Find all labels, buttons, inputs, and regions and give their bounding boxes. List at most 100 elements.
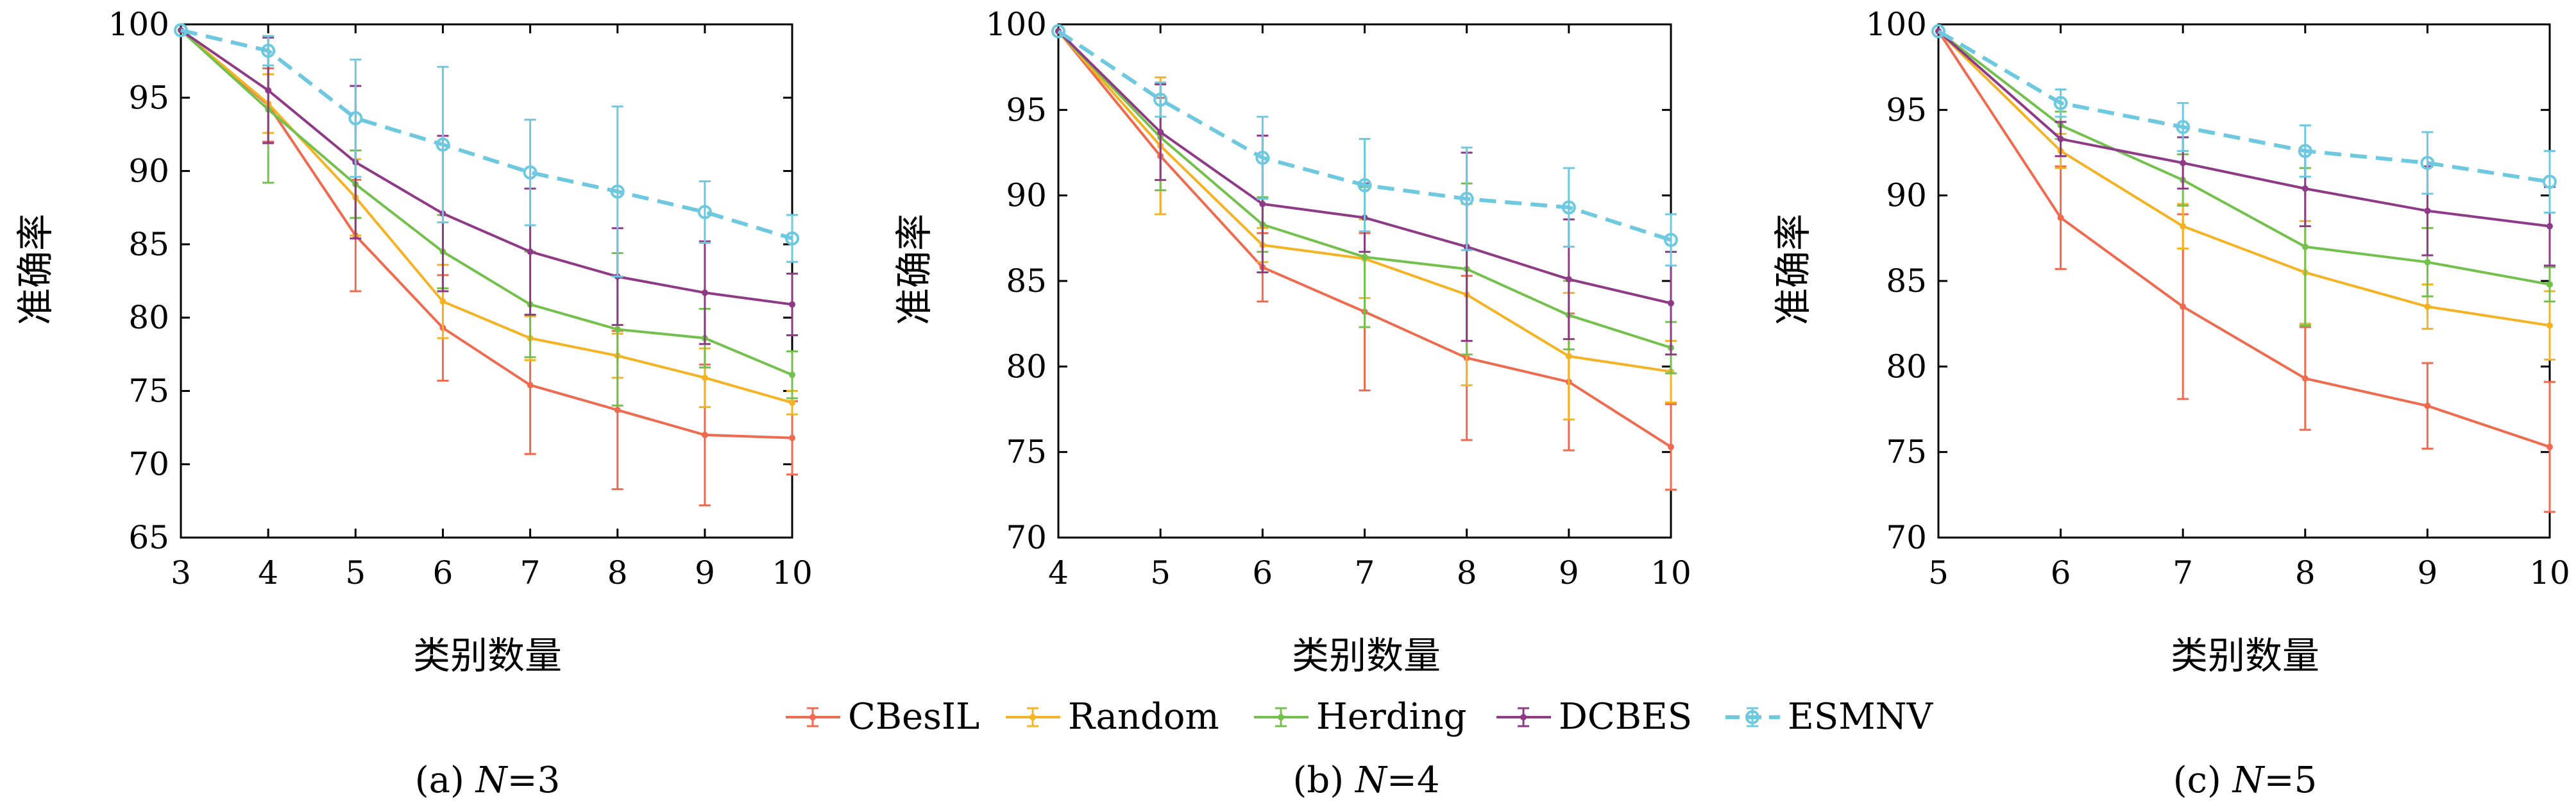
panel-a-ytick-label-90: 90	[128, 153, 169, 190]
panel-c-ytick-label-80: 80	[1886, 348, 1927, 385]
panel-b-series-esmnv	[1051, 24, 1678, 267]
panel-a-series-esmnv-point-3	[174, 23, 188, 38]
panel-a-series-cbesil-point-9	[701, 432, 708, 438]
panel-c-series-dcbes-point-6	[2057, 135, 2064, 142]
legend-swatch-dcbes	[1496, 707, 1551, 727]
panel-a-plot: 65 70 75 80 85 90 95 100 3 4 5 6 7 8 9 10	[108, 6, 813, 591]
legend-entry-cbesil: CBesIL	[786, 696, 979, 738]
panel-b-xtick-label-4: 4	[1048, 554, 1069, 591]
panel-c-xtick-label-8: 8	[2295, 554, 2316, 591]
panel-c-xtick-label-5: 5	[1928, 554, 1949, 591]
panel-a-caption-var: N	[475, 760, 509, 801]
panel-b-series-esmnv-errorbar-10	[1665, 213, 1677, 267]
legend-swatch-cbesil-marker	[809, 714, 816, 720]
panel-b-series-dcbes-point-6	[1259, 201, 1266, 207]
panel-a-axes-frame	[180, 23, 793, 539]
panel-b-series-esmnv-point-6	[1255, 151, 1270, 165]
panel-b-caption-prefix: (b)	[1293, 760, 1355, 801]
panel-c-ytick-label-75: 75	[1886, 434, 1927, 471]
legend-label-herding: Herding	[1316, 696, 1466, 738]
panel-c-series-dcbes-point-8	[2301, 185, 2309, 192]
panel-b-series-random	[1055, 28, 1677, 421]
legend-label-random: Random	[1068, 696, 1219, 738]
panel-a-series-dcbes-line	[180, 29, 793, 306]
legend-swatch-random-marker	[1030, 714, 1036, 720]
panel-a-series-random-point-10	[789, 399, 795, 406]
panel-b-xtick-label-9: 9	[1559, 554, 1579, 591]
panel-a-series-herding-line	[180, 29, 793, 377]
panel-b-caption-value: =4	[1387, 760, 1440, 801]
panel-c-series-herding-point-10	[2546, 281, 2553, 288]
panel-c-series-cbesil-point-9	[2424, 402, 2431, 409]
panel-a-xtick-label-5: 5	[345, 554, 366, 591]
panel-a-series-esmnv-errorbar-9	[699, 180, 711, 244]
panel-b-ytick-label-85: 85	[1006, 262, 1047, 300]
panel-c-series-random-point-7	[2180, 223, 2187, 230]
panel-b-series-esmnv-line	[1057, 30, 1672, 242]
panel-a-series-dcbes-point-4	[265, 87, 272, 94]
panel-a-series-esmnv-point-4	[261, 44, 276, 58]
panel-c-series-cbesil-point-10	[2546, 443, 2553, 450]
panel-c-ytick-label-90: 90	[1886, 177, 1927, 214]
panel-a-series-esmnv-line	[180, 28, 793, 241]
panel-a-series-cbesil-line	[180, 29, 793, 439]
panel-b-ytick-label-95: 95	[1006, 91, 1047, 128]
panel-c-series-esmnv	[1931, 24, 2557, 214]
panel-c-series-herding-point-9	[2424, 259, 2431, 266]
panel-c-series-dcbes-line	[1937, 30, 2550, 228]
panel-b-series-dcbes-point-5	[1157, 129, 1164, 135]
panel-b-plot: 70 75 80 85 90 95 100 4 5 6 7 8 9 10	[986, 6, 1691, 591]
panel-c-series-random-line	[1937, 30, 2550, 327]
panel-b-ytick-label-80: 80	[1006, 348, 1047, 385]
panel-b-series-dcbes-point-9	[1565, 276, 1572, 283]
panel-a-ytick-label-65: 65	[128, 519, 169, 556]
panel-c-caption: (c) N=5	[2173, 760, 2317, 801]
legend: CBesIL Random Herding DCBES ESMNV	[786, 696, 1934, 738]
panel-c: 准确率 70 75 80 85 90 95 100 5 6 7 8 9 10 类别数量 (c) N=5	[1771, 6, 2570, 801]
panel-c-xtick-label-10: 10	[2529, 554, 2570, 591]
panel-b-series-dcbes-point-10	[1668, 300, 1674, 307]
panel-b-ytick-label-75: 75	[1006, 434, 1047, 471]
panel-c-series-dcbes	[1935, 28, 2555, 267]
panel-a-xtick-label-3: 3	[171, 554, 191, 591]
panel-a-caption-value: =3	[507, 760, 561, 801]
panel-a-xtick-label-9: 9	[695, 554, 715, 591]
panel-a: 准确率 65 70 75 80 85 90 95 100 3 4 5 6 7 8 9 10 类别数量 (a) …	[13, 6, 813, 801]
panel-c-caption-value: =5	[2264, 760, 2318, 801]
panel-a-series-esmnv-point-7	[523, 165, 538, 180]
panel-c-series-esmnv-errorbar-10	[2544, 149, 2555, 214]
panel-b-ylabel: 准确率	[892, 214, 936, 325]
panel-a-series-herding-point-10	[789, 371, 795, 378]
panel-c-series-cbesil-point-8	[2301, 375, 2309, 382]
panel-a-series-herding-point-8	[614, 326, 621, 333]
legend-swatch-esmnv-marker	[1745, 710, 1759, 724]
panel-b-xtick-label-5: 5	[1150, 554, 1171, 591]
legend-entry-random: Random	[1006, 696, 1219, 738]
panel-b-ytick-label-90: 90	[1006, 177, 1047, 214]
legend-swatch-random	[1006, 707, 1060, 727]
panel-c-ytick-label-95: 95	[1886, 91, 1927, 128]
panel-b-ytick-label-100: 100	[986, 6, 1047, 43]
panel-a-series-esmnv-point-6	[436, 137, 450, 152]
panel-c-series-esmnv-point-8	[2298, 144, 2312, 158]
panel-a-caption: (a) N=3	[415, 760, 560, 801]
legend-entry-herding: Herding	[1254, 696, 1466, 738]
legend-entry-dcbes: DCBES	[1496, 696, 1692, 738]
panel-a-ytick-label-80: 80	[128, 299, 169, 336]
legend-label-esmnv: ESMNV	[1788, 696, 1934, 738]
panel-a-ytick-label-85: 85	[128, 226, 169, 263]
legend-swatch-herding-marker	[1278, 714, 1284, 720]
panel-b-xtick-label-10: 10	[1650, 554, 1691, 591]
panel-b-series-cbesil-point-10	[1668, 443, 1674, 450]
panel-c-xtick-label-7: 7	[2173, 554, 2193, 591]
legend-swatch-dcbes-marker	[1520, 714, 1527, 720]
panel-c-series-cbesil-point-7	[2180, 303, 2187, 310]
panel-c-series-esmnv-point-5	[1931, 24, 1945, 38]
panel-c-series-random	[1935, 28, 2555, 361]
panel-c-xtick-label-9: 9	[2417, 554, 2437, 591]
panel-c-series-random-point-9	[2424, 303, 2431, 310]
panel-a-series-random-point-6	[439, 298, 446, 305]
panel-a-series-esmnv	[174, 23, 799, 278]
panel-a-series-esmnv-point-9	[697, 205, 712, 219]
